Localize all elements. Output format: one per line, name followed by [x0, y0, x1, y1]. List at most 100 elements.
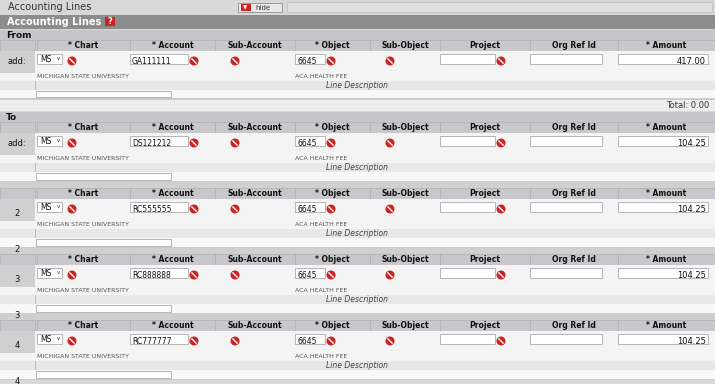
Text: 417.00: 417.00 [677, 56, 706, 66]
Bar [530, 122, 618, 133]
Bar [295, 202, 325, 212]
Text: 3: 3 [14, 311, 20, 319]
Bar [295, 268, 325, 278]
Circle shape [68, 139, 76, 147]
Text: Project: Project [470, 41, 500, 50]
Bar [440, 202, 495, 212]
Bar [295, 54, 325, 64]
Text: Sub-Object: Sub-Object [381, 255, 429, 264]
Text: MICHIGAN STATE UNIVERSITY: MICHIGAN STATE UNIVERSITY [37, 157, 129, 162]
Text: Sub-Object: Sub-Object [381, 321, 429, 330]
Text: Sub-Account: Sub-Account [227, 321, 282, 330]
Bar [130, 188, 215, 199]
Bar [35, 81, 36, 90]
Text: v: v [57, 205, 60, 210]
Circle shape [68, 337, 76, 345]
Bar [215, 320, 295, 331]
Text: * Account: * Account [152, 41, 193, 50]
Text: MICHIGAN STATE UNIVERSITY: MICHIGAN STATE UNIVERSITY [37, 288, 129, 293]
Bar [36, 173, 171, 180]
Bar [130, 122, 215, 133]
Text: Line Description: Line Description [327, 295, 388, 304]
Circle shape [190, 337, 198, 345]
Text: DS121212: DS121212 [132, 139, 171, 147]
Bar [36, 239, 171, 246]
Text: * Account: * Account [152, 189, 193, 198]
Bar [530, 254, 618, 265]
Circle shape [190, 271, 198, 279]
Text: ACA HEALTH FEE: ACA HEALTH FEE [295, 222, 347, 227]
Bar [440, 334, 495, 344]
Bar [0, 40, 35, 51]
Bar [0, 353, 715, 361]
Text: * Chart: * Chart [69, 321, 99, 330]
Bar [215, 122, 295, 133]
Text: add:: add: [8, 139, 26, 149]
Bar [130, 334, 188, 344]
Text: Org Ref Id: Org Ref Id [552, 123, 596, 132]
Bar [0, 313, 715, 314]
Bar [295, 136, 325, 146]
Bar [440, 254, 530, 265]
Text: 104.25: 104.25 [677, 205, 706, 214]
Text: hide: hide [255, 5, 270, 10]
Bar [0, 163, 715, 172]
Text: Line Description: Line Description [327, 163, 388, 172]
Bar [0, 73, 715, 81]
Text: 6645: 6645 [297, 205, 317, 214]
Circle shape [386, 139, 394, 147]
Text: Sub-Object: Sub-Object [381, 189, 429, 198]
Bar [35, 163, 36, 172]
Text: ACA HEALTH FEE: ACA HEALTH FEE [295, 74, 347, 79]
Text: Sub-Account: Sub-Account [227, 189, 282, 198]
Text: To: To [6, 113, 17, 121]
Bar [130, 268, 188, 278]
Text: Line Description: Line Description [327, 361, 388, 370]
Circle shape [190, 205, 198, 213]
Text: MICHIGAN STATE UNIVERSITY: MICHIGAN STATE UNIVERSITY [37, 354, 129, 359]
Bar [618, 188, 715, 199]
Bar [0, 238, 715, 248]
Text: GA111111: GA111111 [132, 56, 172, 66]
Text: Accounting Lines: Accounting Lines [7, 17, 102, 27]
Text: Sub-Account: Sub-Account [227, 255, 282, 264]
Text: * Object: * Object [315, 321, 350, 330]
Bar [36, 305, 171, 312]
Bar [35, 295, 36, 304]
Text: * Account: * Account [152, 255, 193, 264]
Circle shape [190, 139, 198, 147]
Text: Org Ref Id: Org Ref Id [552, 41, 596, 50]
Bar [0, 379, 715, 380]
Text: * Amount: * Amount [646, 41, 686, 50]
Bar [0, 40, 715, 51]
Text: v: v [57, 336, 60, 341]
Bar [440, 268, 495, 278]
Bar [618, 268, 708, 278]
Circle shape [497, 57, 505, 65]
Bar [0, 254, 35, 265]
Bar [35, 361, 36, 370]
Bar [0, 133, 715, 155]
Bar [530, 268, 602, 278]
Bar [36, 371, 171, 378]
Text: Line Description: Line Description [327, 81, 388, 90]
Bar [440, 320, 530, 331]
Text: MS: MS [40, 334, 51, 344]
Bar [0, 331, 715, 353]
Bar [0, 254, 715, 265]
Text: ACA HEALTH FEE: ACA HEALTH FEE [295, 354, 347, 359]
Text: Org Ref Id: Org Ref Id [552, 189, 596, 198]
Bar [295, 334, 325, 344]
Text: * Object: * Object [315, 41, 350, 50]
Text: * Amount: * Amount [646, 189, 686, 198]
Bar [0, 380, 715, 384]
Bar [370, 188, 440, 199]
Bar [0, 122, 35, 133]
Text: * Object: * Object [315, 189, 350, 198]
Bar [295, 188, 370, 199]
Bar [37, 268, 62, 278]
Circle shape [327, 337, 335, 345]
Text: * Chart: * Chart [69, 255, 99, 264]
Circle shape [190, 57, 198, 65]
Text: MS: MS [40, 268, 51, 278]
